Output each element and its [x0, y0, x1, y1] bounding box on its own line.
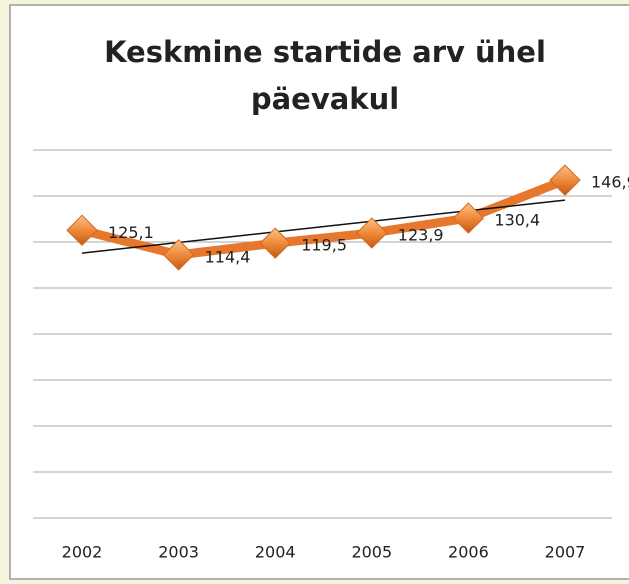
x-tick-label: 2002 — [62, 543, 103, 562]
line — [77, 175, 570, 260]
x-tick-label: 2007 — [545, 543, 586, 562]
x-tick-label: 2006 — [448, 543, 489, 562]
chart-title: päevakul — [251, 82, 399, 116]
x-tick-label: 2004 — [255, 543, 296, 562]
data-label: 125,1 — [108, 223, 154, 242]
marker — [549, 164, 581, 196]
chart-title: Keskmine startide arv ühel — [104, 35, 546, 69]
marker — [452, 202, 485, 234]
data-label: 146,9 — [591, 173, 629, 192]
chart-area — [9, 4, 629, 580]
x-tick-label: 2005 — [351, 543, 392, 562]
data-label: 119,5 — [301, 236, 347, 255]
data-label: 130,4 — [494, 211, 540, 230]
data-label: 114,4 — [205, 247, 251, 266]
marker — [66, 214, 98, 246]
marker — [162, 239, 195, 271]
trend-line — [81, 199, 566, 254]
marker — [259, 227, 291, 259]
data-label: 123,9 — [398, 226, 444, 245]
marker — [356, 217, 388, 249]
x-tick-label: 2003 — [158, 543, 199, 562]
